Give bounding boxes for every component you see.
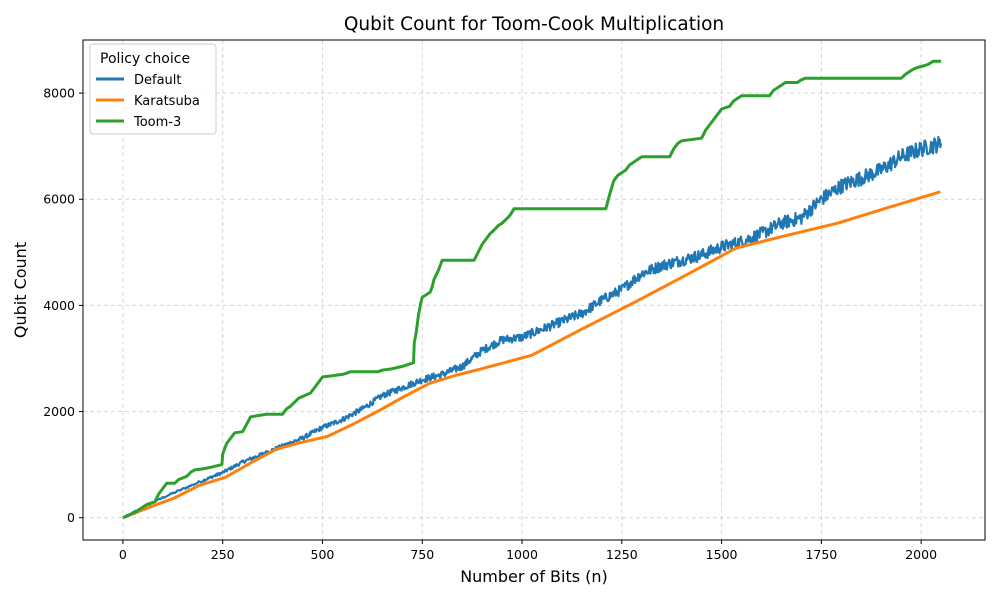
x-tick-label: 750 <box>410 547 434 562</box>
y-axis-title: Qubit Count <box>11 242 30 338</box>
x-tick-label: 2000 <box>905 547 937 562</box>
grid-lines <box>83 40 985 540</box>
series-line-karatsuba <box>122 190 941 520</box>
y-tick-label: 4000 <box>43 298 75 313</box>
x-tick-label: 0 <box>119 547 127 562</box>
legend-title: Policy choice <box>100 51 190 67</box>
series-line-toom-3 <box>122 59 942 520</box>
legend-label: Default <box>134 73 182 88</box>
legend-label: Toom-3 <box>133 115 181 130</box>
x-tick-label: 1500 <box>706 547 738 562</box>
plot-background <box>83 40 985 540</box>
x-axis-title: Number of Bits (n) <box>460 567 608 586</box>
axis-ticks: 0 250 500 750 1000 1250 1500 1750 2000 0 2000 4000 6… <box>43 86 937 562</box>
series-lines <box>122 59 943 520</box>
x-tick-label: 500 <box>311 547 335 562</box>
x-tick-label: 1750 <box>805 547 837 562</box>
x-tick-label: 1000 <box>506 547 538 562</box>
y-tick-label: 2000 <box>43 404 75 419</box>
legend-box <box>89 43 217 135</box>
legend: Policy choice Default Karatsuba Toom-3 <box>89 43 217 135</box>
x-tick-label: 1250 <box>606 547 638 562</box>
x-tick-label: 250 <box>211 547 235 562</box>
y-tick-label: 0 <box>67 510 75 525</box>
y-tick-label: 8000 <box>43 86 75 101</box>
legend-label: Karatsuba <box>134 94 200 109</box>
chart-title: Qubit Count for Toom-Cook Multiplication <box>344 14 724 35</box>
series-line-default <box>122 135 943 519</box>
plot-frame <box>82 39 986 541</box>
y-tick-label: 6000 <box>43 192 75 207</box>
